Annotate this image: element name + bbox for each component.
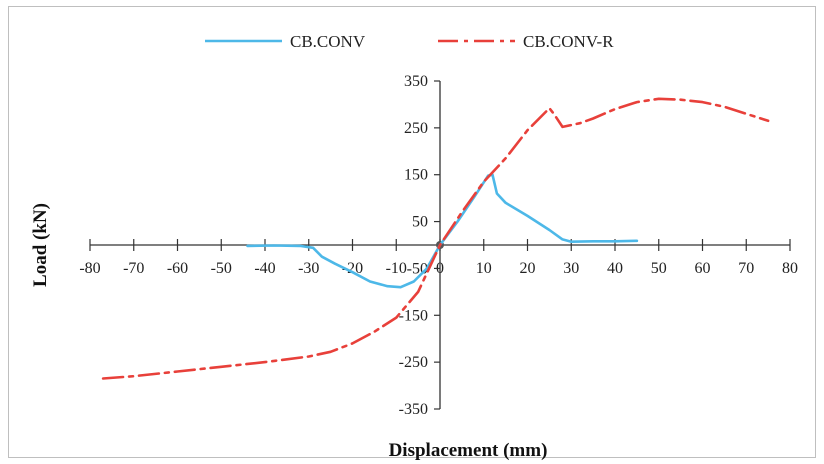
- legend-label-cb-conv: CB.CONV: [290, 32, 366, 51]
- y-tick-label: -350: [399, 401, 428, 418]
- x-tick-label: -10: [386, 260, 407, 277]
- x-tick-label: 20: [520, 260, 536, 277]
- x-tick-label: 40: [607, 260, 623, 277]
- x-tick-label: -60: [167, 260, 188, 277]
- y-axis-title: Load (kN): [30, 203, 51, 287]
- x-tick-label: -20: [342, 260, 363, 277]
- x-tick-label: -80: [79, 260, 100, 277]
- y-tick-label: 50: [412, 214, 428, 231]
- x-tick-label: 60: [695, 260, 711, 277]
- x-tick-label: 70: [738, 260, 754, 277]
- x-tick-label: -40: [254, 260, 275, 277]
- series-line-cb-conv-r: [101, 97, 770, 380]
- x-tick-label: -30: [298, 260, 319, 277]
- y-tick-label: 150: [404, 167, 428, 184]
- legend-label-cb-conv-r: CB.CONV-R: [523, 32, 614, 51]
- chart-frame: [8, 6, 816, 458]
- x-tick-label: 80: [782, 260, 798, 277]
- y-tick-label: -150: [399, 307, 428, 324]
- x-tick-label: 50: [651, 260, 667, 277]
- x-axis-title: Displacement (mm): [389, 440, 548, 461]
- series-layer: [101, 97, 770, 380]
- y-tick-label: 250: [404, 120, 428, 137]
- legend: CB.CONV CB.CONV-R: [205, 32, 614, 51]
- x-ticks: -80 -70 -60 -50 -40 -30 -20 -10 0 10 20 30 40 50 60 70 8…: [79, 239, 798, 277]
- x-tick-label: 30: [563, 260, 579, 277]
- x-tick-label: -70: [123, 260, 144, 277]
- y-tick-label: 350: [404, 73, 428, 90]
- x-tick-label: 10: [476, 260, 492, 277]
- x-tick-label: -50: [211, 260, 232, 277]
- y-tick-label: -250: [399, 354, 428, 371]
